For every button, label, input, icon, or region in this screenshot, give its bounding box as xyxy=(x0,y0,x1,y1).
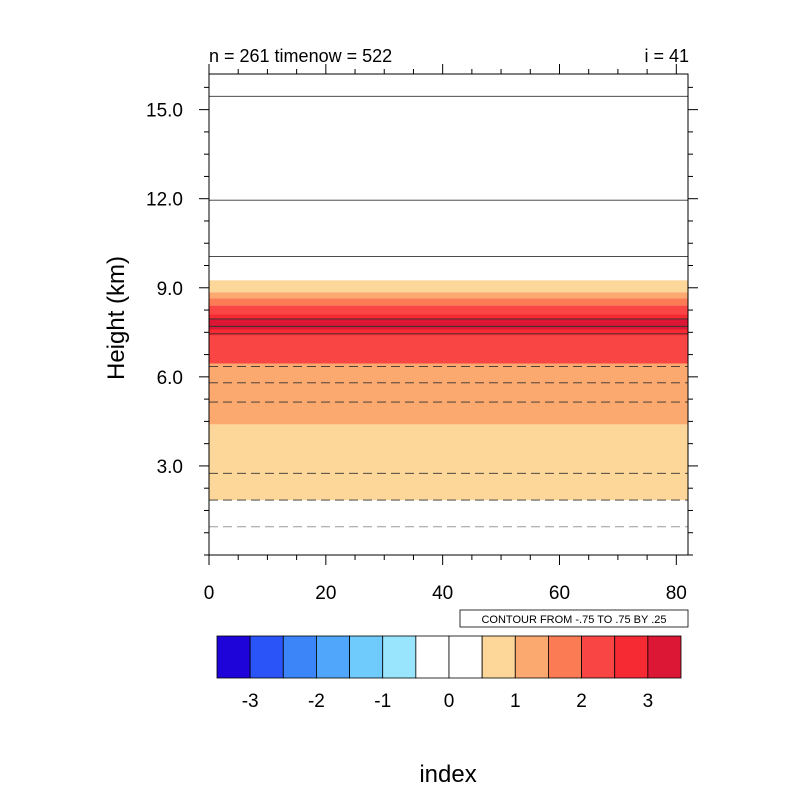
shaded-bands xyxy=(209,280,688,501)
shaded-band xyxy=(209,280,688,293)
colorbar-label: -3 xyxy=(242,691,259,712)
colorbar-box xyxy=(481,635,516,679)
colorbar-box xyxy=(514,635,549,679)
colorbar-box xyxy=(249,635,284,679)
colorbar-label: -1 xyxy=(374,691,391,712)
colorbar-labels: -3 -2 -1 0 1 2 3 xyxy=(242,691,653,712)
shaded-band xyxy=(209,363,688,425)
y-tick-label: 3.0 xyxy=(157,457,183,478)
colorbar xyxy=(216,635,682,679)
shaded-band xyxy=(209,298,688,306)
colorbar-box xyxy=(548,635,582,679)
contour-info-box xyxy=(459,609,689,628)
shaded-band xyxy=(209,424,688,501)
colorbar-box xyxy=(448,635,483,679)
contour-info-text: CONTOUR FROM -.75 TO .75 BY .25 xyxy=(481,614,666,626)
plot-frame xyxy=(208,73,689,556)
colorbar-title: index xyxy=(419,761,476,788)
y-tick-label: 9.0 xyxy=(157,279,183,300)
colorbar-label: -2 xyxy=(308,691,325,712)
colorbar-label: 0 xyxy=(444,691,455,712)
colorbar-label: 1 xyxy=(510,691,521,712)
x-tick-label: 20 xyxy=(315,583,336,604)
contour-lines xyxy=(209,95,688,528)
colorbar-box xyxy=(216,635,251,679)
x-tick-label: 40 xyxy=(432,583,453,604)
colorbar-box xyxy=(382,635,417,679)
y-tick-label: 15.0 xyxy=(146,101,183,122)
y-tick-label: 6.0 xyxy=(157,368,183,389)
title-left: n = 261 timenow = 522 xyxy=(209,46,392,66)
y-tick-label: 12.0 xyxy=(146,190,183,211)
x-tick-label: 60 xyxy=(549,583,570,604)
shaded-band xyxy=(209,292,688,299)
colorbar-box xyxy=(349,635,384,679)
colorbar-box xyxy=(282,635,317,679)
colorbar-box xyxy=(581,635,616,679)
x-tick-label: 0 xyxy=(204,583,215,604)
y-tick-labels: 3.0 6.0 9.0 12.0 15.0 xyxy=(146,101,183,478)
shaded-band xyxy=(209,318,688,330)
colorbar-box xyxy=(647,635,682,679)
colorbar-box xyxy=(415,635,450,679)
title-right: i = 41 xyxy=(644,46,689,66)
colorbar-label: 2 xyxy=(576,691,587,712)
x-tick-label: 80 xyxy=(666,583,687,604)
x-tick-labels: 0 20 40 60 80 xyxy=(204,583,687,604)
colorbar-label: 3 xyxy=(643,691,654,712)
colorbar-box xyxy=(614,635,649,679)
y-axis-label: Height (km) xyxy=(103,256,130,380)
axis-ticks xyxy=(199,64,698,565)
colorbar-box xyxy=(316,635,350,679)
